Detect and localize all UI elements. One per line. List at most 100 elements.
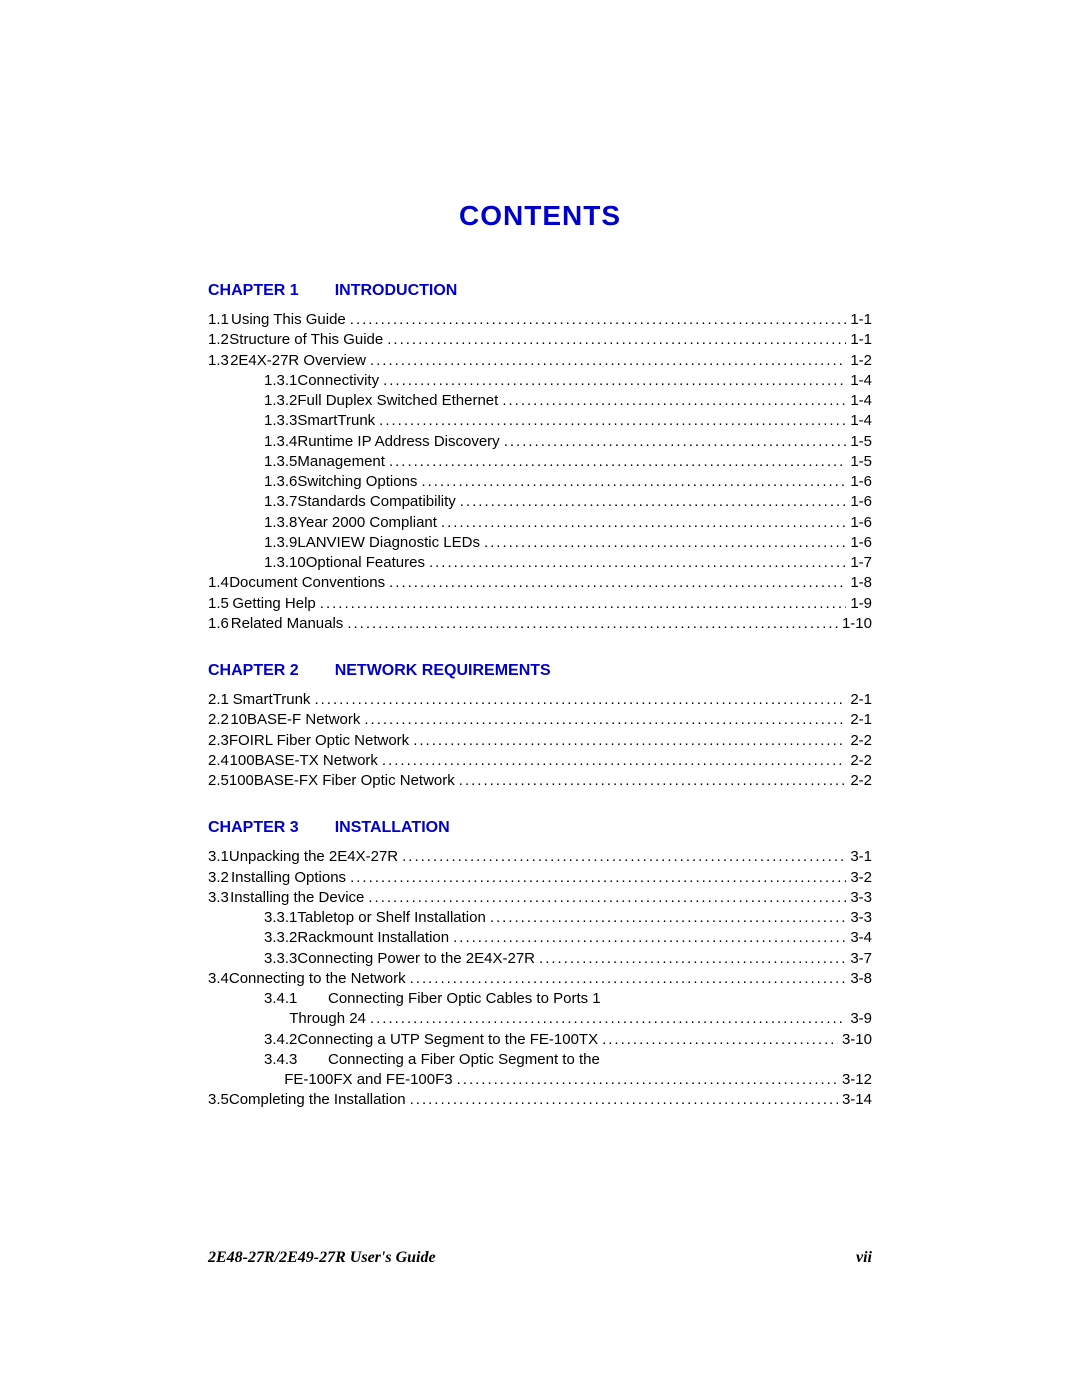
toc-page: 1-4 <box>850 371 872 391</box>
toc-label: Completing the Installation <box>229 1090 406 1110</box>
toc-label: 10BASE-F Network <box>230 710 360 730</box>
toc-label: Connecting Fiber Optic Cables to Ports 1 <box>328 989 601 1009</box>
toc-entry[interactable]: 3.4.2Connecting a UTP Segment to the FE-… <box>208 1030 872 1050</box>
toc-number: 3.3 <box>208 888 230 908</box>
toc-entry[interactable]: 1.3.7Standards Compatibility1-6 <box>208 492 872 512</box>
toc-leader-dots <box>370 351 846 371</box>
toc-label: Standards Compatibility <box>297 492 455 512</box>
toc-label: Structure of This Guide <box>229 330 383 350</box>
chapter-heading[interactable]: CHAPTER 1INTRODUCTION <box>208 282 872 300</box>
toc-entry[interactable]: 3.3.2Rackmount Installation 3-4 <box>208 928 872 948</box>
toc-label: Related Manuals <box>231 614 344 634</box>
toc-entry[interactable]: 2.210BASE-F Network2-1 <box>208 710 872 730</box>
toc-leader-dots <box>402 847 846 867</box>
toc-entry[interactable]: 3.3Installing the Device3-3 <box>208 888 872 908</box>
toc-label: Tabletop or Shelf Installation <box>297 908 485 928</box>
toc-entry[interactable]: 2.1SmartTrunk2-1 <box>208 690 872 710</box>
toc-label: Document Conventions <box>229 573 385 593</box>
contents-title: CONTENTS <box>208 200 872 232</box>
toc-entry-continuation[interactable]: FE-100FX and FE-100F3 3-12 <box>208 1070 872 1090</box>
toc-label: Full Duplex Switched Ethernet <box>297 391 498 411</box>
toc-entry[interactable]: 1.6Related Manuals 1-10 <box>208 614 872 634</box>
footer-page-number: vii <box>856 1249 872 1267</box>
toc-entry[interactable]: 1.3.2Full Duplex Switched Ethernet1-4 <box>208 391 872 411</box>
toc-label: FOIRL Fiber Optic Network <box>229 731 409 751</box>
toc-page: 3-4 <box>850 928 872 948</box>
toc-entry[interactable]: 1.3.6Switching Options1-6 <box>208 472 872 492</box>
toc-entry[interactable]: 1.3.5Management1-5 <box>208 452 872 472</box>
toc-entry[interactable]: 3.3.3Connecting Power to the 2E4X-27R3-7 <box>208 949 872 969</box>
toc-entry[interactable]: 3.4.3Connecting a Fiber Optic Segment to… <box>208 1050 872 1070</box>
toc-entry[interactable]: 1.2Structure of This Guide1-1 <box>208 330 872 350</box>
toc-leader-dots <box>410 969 847 989</box>
toc-number: 3.4 <box>208 969 229 989</box>
toc-entry[interactable]: 1.3.4Runtime IP Address Discovery1-5 <box>208 432 872 452</box>
toc-page: 3-1 <box>850 847 872 867</box>
toc-entry[interactable]: 3.5Completing the Installation3-14 <box>208 1090 872 1110</box>
toc-leader-dots <box>410 1090 838 1110</box>
toc-page: 2-1 <box>850 690 872 710</box>
toc-entry[interactable]: 1.3.9LANVIEW Diagnostic LEDs1-6 <box>208 533 872 553</box>
toc-leader-dots <box>379 411 846 431</box>
toc-number: 1.3.2 <box>264 391 297 411</box>
toc-entry-continuation[interactable]: Through 243-9 <box>208 1009 872 1029</box>
toc-page: 1-6 <box>850 533 872 553</box>
page: CONTENTS CHAPTER 1INTRODUCTION 1.1Using T… <box>0 0 1080 1397</box>
toc-page: 1-9 <box>850 594 872 614</box>
toc-label: Connecting to the Network <box>229 969 406 989</box>
toc-entry[interactable]: 3.4Connecting to the Network3-8 <box>208 969 872 989</box>
toc-entry[interactable]: 3.3.1Tabletop or Shelf Installation 3-3 <box>208 908 872 928</box>
toc-leader-dots <box>484 533 846 553</box>
toc-page: 3-3 <box>850 908 872 928</box>
toc-leader-dots <box>453 928 846 948</box>
chapter-heading[interactable]: CHAPTER 3INSTALLATION <box>208 819 872 837</box>
toc-label: Rackmount Installation <box>297 928 449 948</box>
toc-entry[interactable]: 1.4Document Conventions1-8 <box>208 573 872 593</box>
toc-number: 3.3.2 <box>264 928 297 948</box>
toc-label: Connecting a UTP Segment to the FE-100TX <box>297 1030 598 1050</box>
toc-entry[interactable]: 2.3FOIRL Fiber Optic Network2-2 <box>208 731 872 751</box>
chapter-label: CHAPTER 1 <box>208 282 299 299</box>
toc-entry[interactable]: 1.3.3SmartTrunk1-4 <box>208 411 872 431</box>
toc-page: 1-7 <box>850 553 872 573</box>
chapter-label: CHAPTER 3 <box>208 819 299 836</box>
toc-page: 1-5 <box>850 432 872 452</box>
toc-entry[interactable]: 1.3.1Connectivity1-4 <box>208 371 872 391</box>
toc-page: 3-9 <box>850 1009 872 1029</box>
toc-number: 1.6 <box>208 614 231 634</box>
toc-page: 3-7 <box>850 949 872 969</box>
toc-page: 3-10 <box>842 1030 872 1050</box>
toc-page: 2-2 <box>850 751 872 771</box>
toc-number: 1.3.4 <box>264 432 297 452</box>
toc-entry[interactable]: 1.32E4X-27R Overview1-2 <box>208 351 872 371</box>
toc-entry[interactable]: 3.2Installing Options3-2 <box>208 868 872 888</box>
toc-leader-dots <box>364 710 846 730</box>
toc-label: Connectivity <box>297 371 379 391</box>
toc-entry[interactable]: 1.5Getting Help1-9 <box>208 594 872 614</box>
toc-entry[interactable]: 1.3.8Year 2000 Compliant1-6 <box>208 513 872 533</box>
toc-page: 1-2 <box>850 351 872 371</box>
toc-page: 1-10 <box>842 614 872 634</box>
chapter-heading[interactable]: CHAPTER 2NETWORK REQUIREMENTS <box>208 662 872 680</box>
toc-number: 3.3.1 <box>264 908 297 928</box>
toc-leader-dots <box>389 452 846 472</box>
toc-body: CHAPTER 1INTRODUCTION 1.1Using This Guide… <box>208 282 872 1111</box>
toc-leader-dots <box>441 513 846 533</box>
toc-label: Connecting Power to the 2E4X-27R <box>297 949 535 969</box>
toc-entry[interactable]: 1.3.10Optional Features1-7 <box>208 553 872 573</box>
toc-leader-dots <box>490 908 846 928</box>
toc-label: Year 2000 Compliant <box>297 513 437 533</box>
toc-leader-dots <box>370 1009 846 1029</box>
toc-entry[interactable]: 3.1Unpacking the 2E4X-27R3-1 <box>208 847 872 867</box>
toc-page: 3-12 <box>842 1070 872 1090</box>
toc-label: Installing Options <box>231 868 346 888</box>
chapter-name: NETWORK REQUIREMENTS <box>335 662 551 679</box>
toc-entry[interactable]: 3.4.1Connecting Fiber Optic Cables to Po… <box>208 989 872 1009</box>
toc-entry[interactable]: 2.4100BASE-TX Network2-2 <box>208 751 872 771</box>
toc-entry[interactable]: 1.1Using This Guide1-1 <box>208 310 872 330</box>
toc-leader-dots <box>602 1030 838 1050</box>
toc-page: 3-14 <box>842 1090 872 1110</box>
toc-entry[interactable]: 2.5100BASE-FX Fiber Optic Network2-2 <box>208 771 872 791</box>
toc-page: 2-2 <box>850 731 872 751</box>
toc-label: FE-100FX and FE-100F3 <box>284 1070 452 1090</box>
